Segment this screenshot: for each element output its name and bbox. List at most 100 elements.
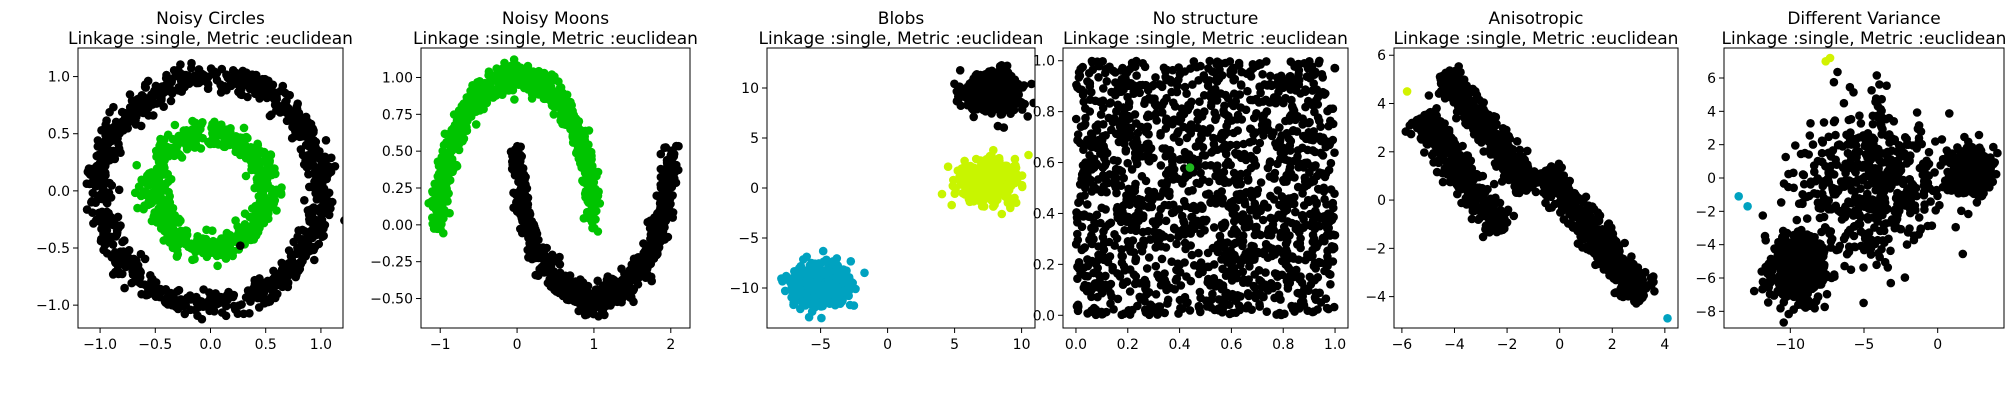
data-point	[661, 143, 671, 152]
data-point	[220, 293, 229, 303]
data-point	[534, 81, 543, 90]
data-point	[639, 248, 648, 258]
data-point	[947, 200, 956, 210]
data-point	[97, 144, 107, 154]
data-point	[112, 230, 122, 239]
data-point	[319, 198, 328, 208]
data-point	[82, 205, 92, 214]
data-point	[107, 181, 117, 190]
data-point	[147, 216, 157, 226]
data-point	[248, 204, 257, 213]
data-point	[184, 131, 194, 141]
data-point	[510, 95, 519, 104]
data-point	[668, 213, 677, 222]
y-tick-label: 0.0	[48, 184, 70, 200]
data-point	[530, 224, 540, 234]
data-point	[270, 164, 279, 173]
data-point	[121, 260, 130, 270]
data-point	[98, 161, 108, 170]
data-point	[828, 257, 838, 266]
data-point	[292, 249, 301, 259]
data-point	[126, 103, 135, 112]
data-point	[163, 299, 172, 309]
data-point	[245, 309, 254, 318]
data-point	[267, 202, 277, 212]
data-point	[108, 154, 117, 164]
data-point	[1009, 178, 1018, 187]
data-point	[222, 301, 231, 311]
data-point	[266, 150, 276, 160]
data-point	[659, 214, 669, 224]
data-point	[87, 198, 96, 207]
data-point	[1180, 82, 1190, 92]
data-point	[185, 291, 195, 300]
data-point	[668, 191, 677, 200]
data-point	[250, 275, 259, 285]
data-point	[270, 100, 280, 110]
data-point	[240, 209, 250, 218]
data-point	[116, 221, 125, 230]
data-point	[170, 120, 180, 130]
data-point	[199, 285, 208, 294]
data-point	[656, 226, 665, 235]
data-point	[1029, 98, 1035, 108]
data-point	[999, 123, 1009, 132]
data-point	[168, 243, 178, 253]
data-point	[224, 140, 234, 150]
data-point	[201, 301, 210, 311]
data-point	[517, 152, 526, 161]
data-point	[321, 136, 331, 145]
data-point	[1256, 178, 1266, 187]
data-point	[196, 144, 206, 153]
data-point	[166, 96, 176, 106]
points-group	[777, 61, 1035, 323]
data-point	[213, 261, 222, 271]
data-point	[817, 313, 826, 323]
data-point	[310, 177, 320, 186]
data-point	[955, 82, 964, 91]
data-point	[801, 278, 810, 287]
data-point	[584, 140, 593, 149]
data-point	[123, 124, 132, 133]
data-point	[237, 90, 247, 100]
data-point	[960, 156, 969, 166]
data-point	[995, 156, 1004, 166]
data-point	[558, 119, 567, 129]
data-point	[807, 286, 817, 295]
data-point	[534, 75, 543, 84]
data-point	[530, 69, 539, 78]
data-point	[266, 88, 276, 98]
data-point	[146, 95, 156, 105]
data-point	[546, 261, 556, 271]
data-point	[174, 285, 184, 295]
data-point	[1330, 148, 1339, 157]
data-point	[513, 201, 523, 210]
data-point	[536, 89, 545, 99]
data-point	[161, 285, 171, 295]
data-point	[176, 60, 185, 69]
data-point	[304, 133, 314, 143]
x-tick-label: 1	[589, 337, 598, 353]
y-tick-label: −0.5	[36, 241, 70, 257]
x-tick-label: 2	[666, 337, 675, 353]
data-point	[144, 285, 153, 295]
data-point	[144, 170, 153, 180]
data-point	[1156, 161, 1166, 170]
data-point	[105, 107, 114, 117]
points-group	[424, 55, 683, 321]
data-point	[231, 68, 240, 78]
data-point	[143, 76, 153, 86]
data-point	[816, 301, 825, 310]
data-point	[435, 171, 445, 181]
y-tick-label: 0.25	[382, 181, 413, 197]
data-point	[154, 204, 163, 213]
data-point	[443, 155, 453, 165]
data-point	[93, 136, 103, 145]
data-point	[154, 162, 164, 172]
data-point	[1001, 192, 1010, 201]
subplot-subtitle: Linkage :single, Metric :euclidean	[759, 29, 1044, 49]
data-point	[639, 239, 648, 248]
data-point	[317, 179, 327, 189]
data-point	[631, 267, 640, 277]
subplot-title: Noisy Circles	[156, 9, 265, 29]
